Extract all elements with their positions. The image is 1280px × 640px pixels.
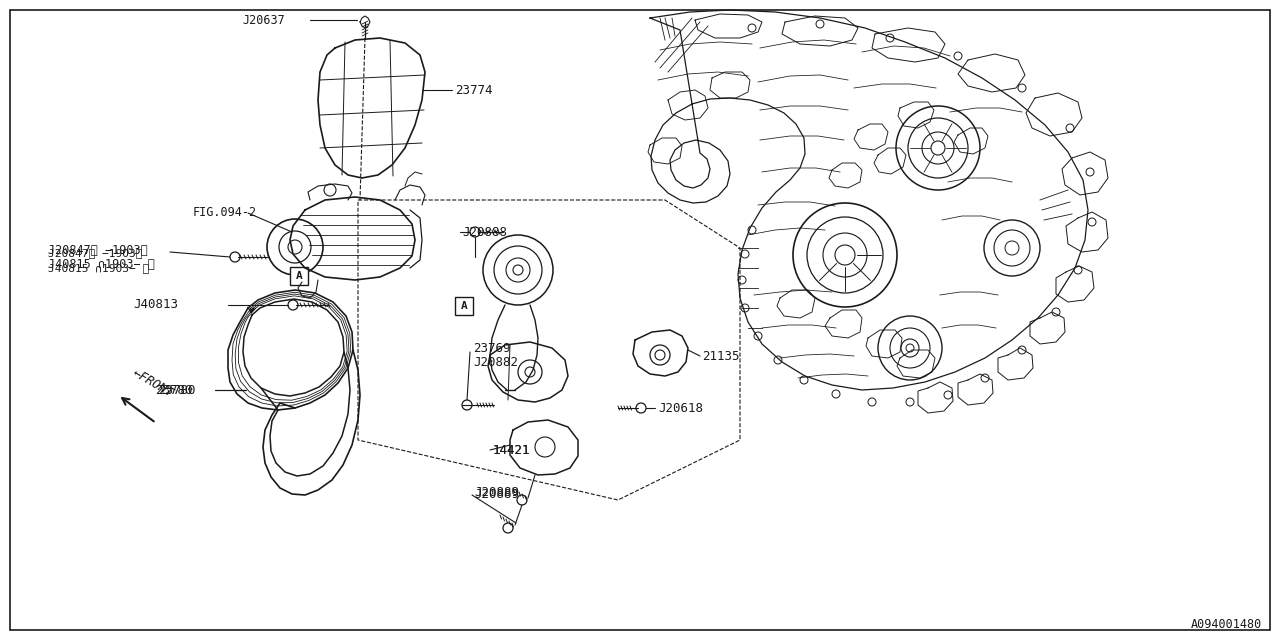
Text: J20618: J20618 <box>658 401 703 415</box>
Text: 23769: 23769 <box>474 342 511 355</box>
Text: A: A <box>461 301 467 311</box>
Circle shape <box>748 226 756 234</box>
Text: J20847〈 −1903〉: J20847〈 −1903〉 <box>49 243 147 257</box>
Circle shape <box>748 24 756 32</box>
Circle shape <box>1074 266 1082 274</box>
Circle shape <box>800 376 808 384</box>
Circle shape <box>1066 124 1074 132</box>
Circle shape <box>980 374 989 382</box>
Circle shape <box>513 265 524 275</box>
Text: J40815 ∩1903− 〉: J40815 ∩1903− 〉 <box>49 263 150 273</box>
Circle shape <box>636 403 646 413</box>
Text: ←FRONT: ←FRONT <box>131 366 175 400</box>
Text: A094001480: A094001480 <box>1190 618 1262 632</box>
Circle shape <box>1018 84 1027 92</box>
Circle shape <box>517 495 527 505</box>
Circle shape <box>832 390 840 398</box>
Text: J40815 ∩1903− 〉: J40815 ∩1903− 〉 <box>49 259 155 271</box>
Circle shape <box>868 398 876 406</box>
Circle shape <box>931 141 945 155</box>
Text: J20889: J20889 <box>474 486 518 499</box>
Text: A: A <box>296 271 302 281</box>
Circle shape <box>886 34 893 42</box>
Circle shape <box>741 304 749 312</box>
Circle shape <box>1085 168 1094 176</box>
Circle shape <box>817 20 824 28</box>
Circle shape <box>945 391 952 399</box>
Circle shape <box>906 398 914 406</box>
Text: 23780: 23780 <box>157 383 196 397</box>
Circle shape <box>754 332 762 340</box>
Circle shape <box>470 227 480 237</box>
Text: 23780: 23780 <box>155 383 192 397</box>
Text: 14421: 14421 <box>493 444 530 456</box>
Circle shape <box>288 300 298 310</box>
Text: FIG.094-2: FIG.094-2 <box>193 207 257 220</box>
Circle shape <box>954 52 963 60</box>
Text: J40813: J40813 <box>133 298 178 312</box>
Bar <box>454 297 474 315</box>
Circle shape <box>1088 218 1096 226</box>
Text: J20889: J20889 <box>474 488 518 502</box>
Text: J20888: J20888 <box>462 225 507 239</box>
Circle shape <box>741 250 749 258</box>
Bar <box>291 267 308 285</box>
Circle shape <box>230 252 241 262</box>
Circle shape <box>774 356 782 364</box>
Text: J20637: J20637 <box>242 13 284 26</box>
Circle shape <box>906 344 914 352</box>
Circle shape <box>739 276 746 284</box>
Circle shape <box>462 400 472 410</box>
Text: J20882: J20882 <box>474 356 518 369</box>
Text: 23774: 23774 <box>454 83 493 97</box>
Circle shape <box>1052 308 1060 316</box>
Text: 14421: 14421 <box>493 444 530 456</box>
Text: J20847〈 −19O3〉: J20847〈 −19O3〉 <box>49 248 142 258</box>
Text: 21135: 21135 <box>701 349 740 362</box>
Circle shape <box>503 523 513 533</box>
Circle shape <box>1018 346 1027 354</box>
